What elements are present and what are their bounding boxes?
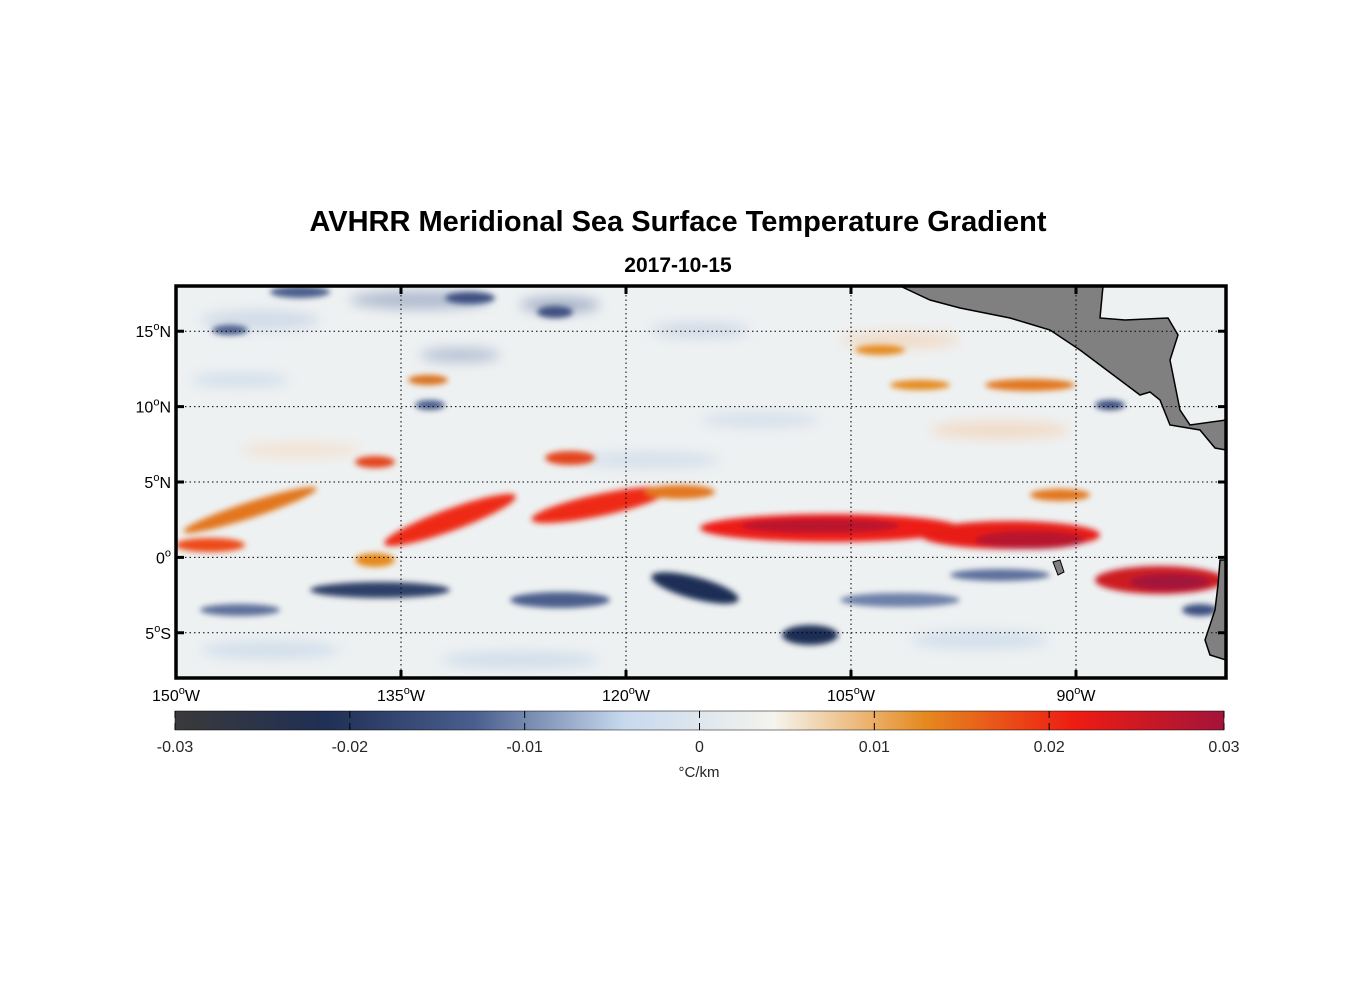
lat-tick-label: 5oS — [145, 623, 171, 643]
lon-tick-label: 105oW — [827, 685, 876, 705]
lat-tick-label: 0o — [156, 547, 171, 567]
lon-tick-label: 90oW — [1056, 685, 1096, 705]
lon-tick-label: 150oW — [152, 685, 201, 705]
lat-tick-label: 10oN — [136, 397, 171, 417]
colorbar-tick-label: -0.02 — [331, 739, 369, 756]
lon-tick-label: 135oW — [377, 685, 426, 705]
lat-tick-label: 15oN — [136, 321, 171, 341]
colorbar-tick-label: 0.03 — [1208, 739, 1240, 756]
land-mass — [1204, 559, 1226, 661]
island — [1052, 559, 1065, 576]
chart-title: AVHRR Meridional Sea Surface Temperature… — [309, 206, 1047, 238]
colorbar-tick-label: -0.01 — [506, 739, 543, 756]
map-plot-area — [176, 286, 1226, 678]
colorbar-tick-label: 0 — [695, 739, 704, 756]
colorbar-tick-label: 0.02 — [1033, 739, 1065, 756]
colorbar-tick-label: -0.03 — [156, 739, 194, 756]
colorbar-unit: °C/km — [678, 764, 720, 781]
chart-subtitle: 2017-10-15 — [624, 254, 732, 277]
colorbar-ticks — [174, 711, 1225, 730]
axis-ticks: 15oN 10oN 5oN 0o 5oS 150oW 135oW 120oW 105oW 90oW — [136, 286, 1226, 705]
gradient-field — [176, 286, 1226, 669]
lat-tick-label: 5oN — [144, 472, 171, 492]
land-mass — [899, 286, 1226, 451]
lon-tick-label: 120oW — [602, 685, 651, 705]
colorbar-tick-label: 0.01 — [858, 739, 890, 756]
